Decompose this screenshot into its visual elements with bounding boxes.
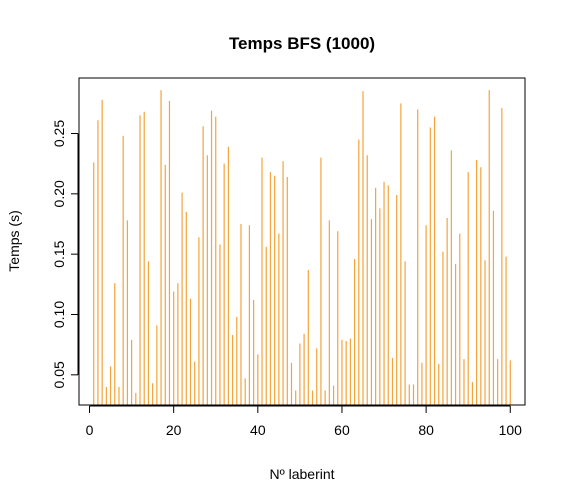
y-tick-label: 0.15 bbox=[51, 240, 67, 267]
y-axis: 0.05 0.10 0.15 0.20 0.25 bbox=[51, 120, 79, 388]
bars-group bbox=[93, 90, 511, 405]
y-tick-label: 0.25 bbox=[51, 120, 67, 147]
x-axis-label: Nº laberint bbox=[269, 466, 334, 482]
y-tick-label: 0.20 bbox=[51, 180, 67, 207]
x-tick-label: 80 bbox=[418, 422, 434, 438]
x-tick-label: 40 bbox=[250, 422, 266, 438]
y-tick-label: 0.10 bbox=[51, 301, 67, 328]
y-axis-label: Temps (s) bbox=[6, 210, 22, 271]
x-tick-label: 100 bbox=[499, 422, 523, 438]
chart-title: Temps BFS (1000) bbox=[229, 34, 375, 53]
x-tick-label: 0 bbox=[86, 422, 94, 438]
x-tick-label: 20 bbox=[166, 422, 182, 438]
x-tick-label: 60 bbox=[334, 422, 350, 438]
plot-frame bbox=[78, 77, 526, 406]
y-tick-label: 0.05 bbox=[51, 361, 67, 388]
x-axis: 0 20 40 60 80 100 bbox=[86, 405, 523, 438]
